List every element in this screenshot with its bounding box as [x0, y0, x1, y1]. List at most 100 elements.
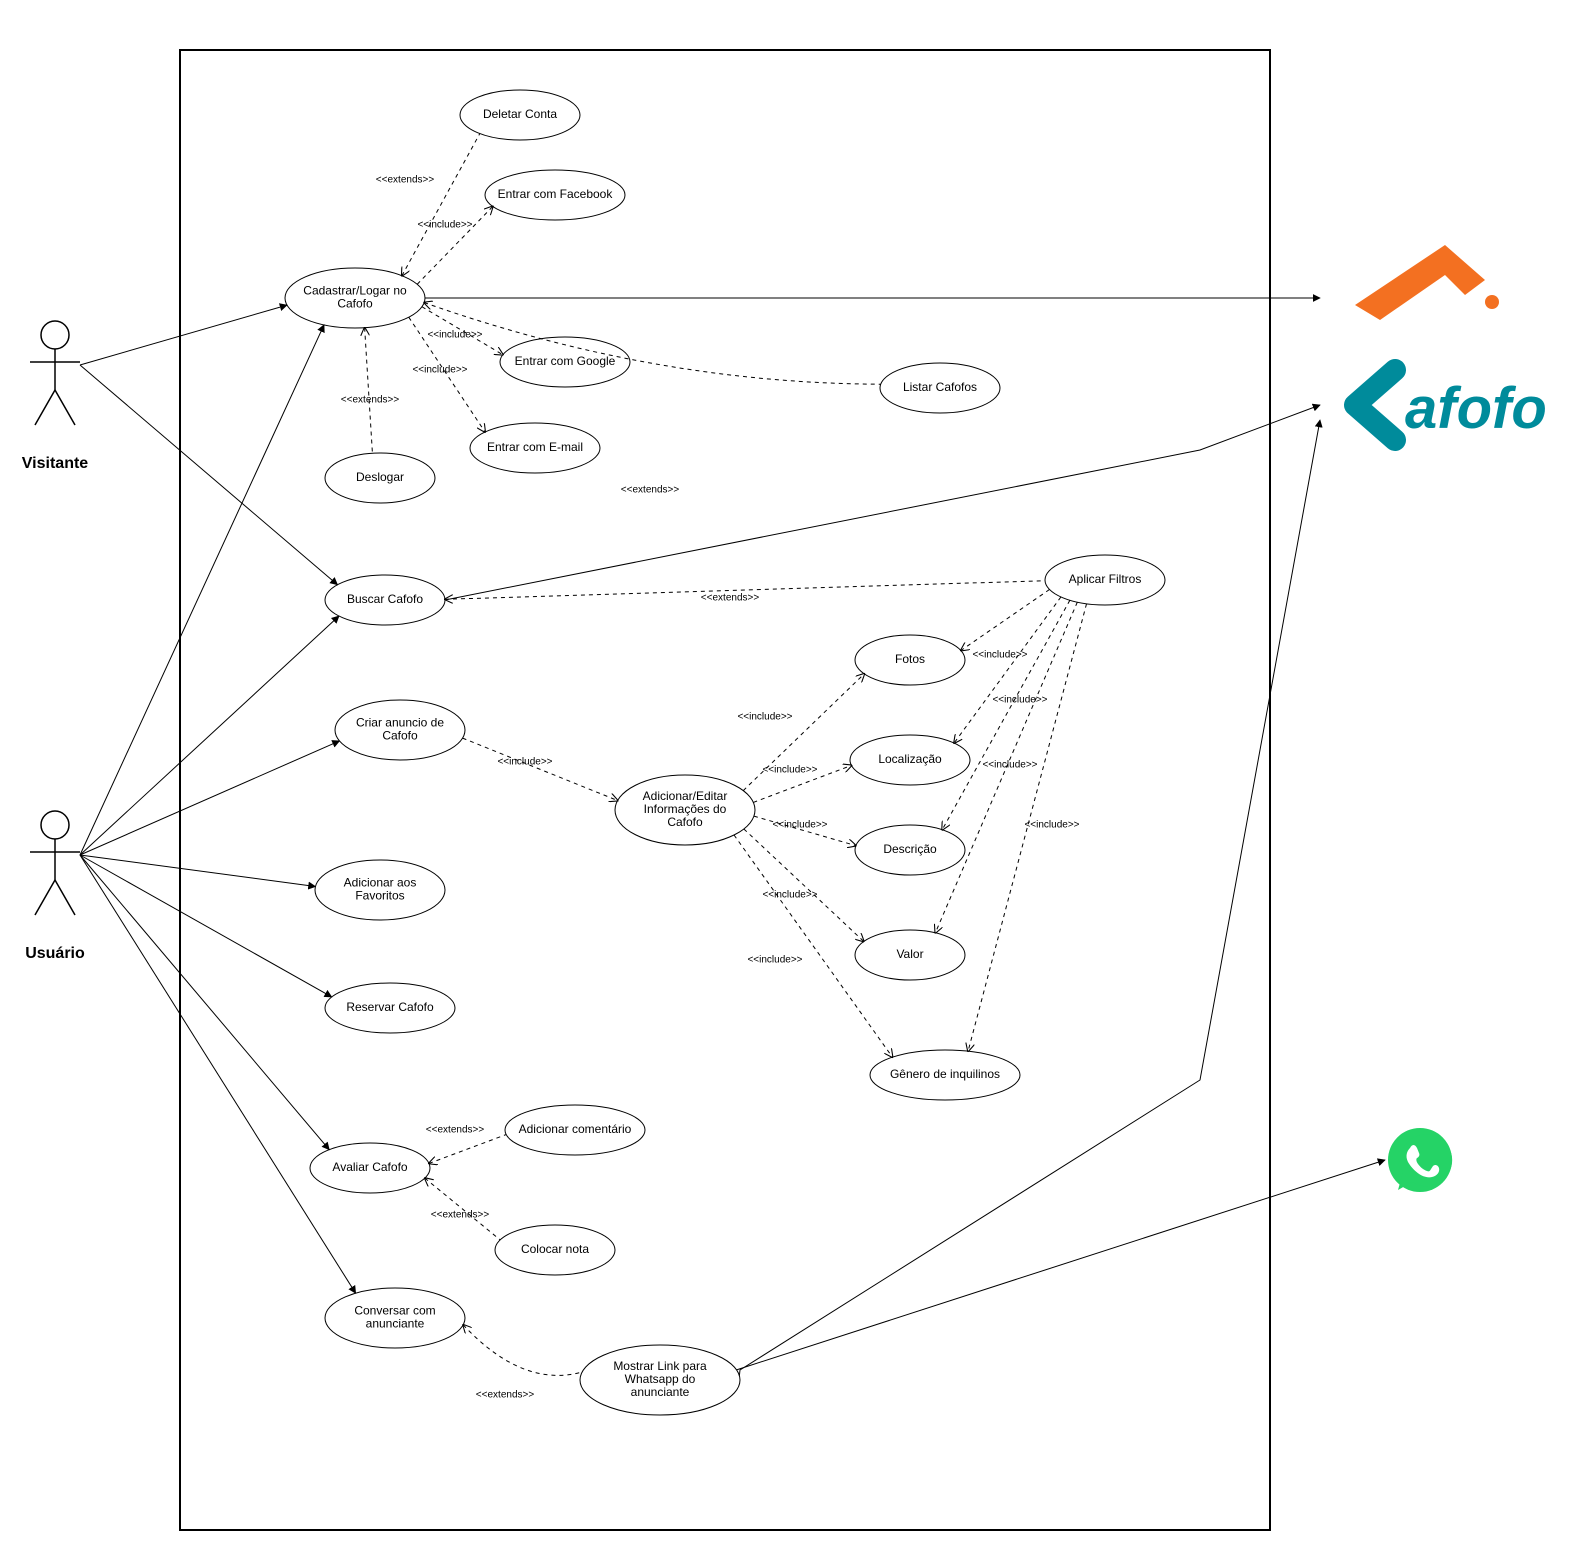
svg-text:Fotos: Fotos [895, 652, 925, 666]
usecase-adic_edit: Adicionar/EditarInformações doCafofoAdic… [580, 775, 790, 845]
dep-adic_edit-valor [744, 829, 864, 941]
svg-text:Buscar Cafofo: Buscar Cafofo [347, 592, 423, 606]
assoc-usuario-reservar [80, 855, 332, 997]
usecase-genero: Gênero de inquilinosGênero de inquilinos [870, 1050, 1020, 1100]
dep-filtros-fotos [961, 589, 1050, 650]
dep-filtros-descricao [942, 600, 1070, 829]
svg-text:Informações do: Informações do [644, 802, 727, 816]
svg-text:Adicionar/Editar: Adicionar/Editar [643, 789, 728, 803]
dep-label-6: <<extends>> [701, 593, 760, 604]
dep-label-7: <<include>> [497, 757, 552, 768]
dep-cadastrar-deslogar [365, 328, 373, 454]
dep-label-10: <<include>> [772, 820, 827, 831]
svg-text:Cafofo: Cafofo [382, 729, 418, 743]
usecase-deletar: Deletar ContaDeletar Conta [460, 90, 580, 140]
dep-label-13: <<include>> [972, 650, 1027, 661]
dep-label-19: <<extends>> [431, 1210, 490, 1221]
svg-text:Cafofo: Cafofo [337, 297, 373, 311]
svg-text:Visitante: Visitante [22, 455, 89, 472]
usecase-whatsapp_link: Mostrar Link paraWhatsapp doanuncianteMo… [545, 1345, 775, 1415]
dep-criar-adic_edit [463, 738, 618, 800]
actor-visitante: Visitante [22, 321, 89, 472]
usecase-avaliar: Avaliar CafofoAvaliar Cafofo [310, 1143, 430, 1193]
svg-text:anunciante: anunciante [631, 1385, 690, 1399]
svg-text:Entrar com Facebook: Entrar com Facebook [498, 187, 614, 201]
svg-text:Colocar nota: Colocar nota [521, 1242, 589, 1256]
usecase-criar: Criar anuncio deCafofoCriar anuncio de C… [335, 700, 465, 760]
usecase-email: Entrar com E-mailEntrar com E-mail [470, 423, 600, 473]
usecase-conversar: Conversar comanuncianteConversar com anu… [323, 1288, 467, 1348]
dep-label-2: <<include>> [427, 330, 482, 341]
usecase-fb: Entrar com FacebookEntrar com Facebook [485, 170, 625, 220]
assoc-usuario-conversar [80, 855, 356, 1293]
dep-label-12: <<include>> [747, 955, 802, 966]
svg-text:Cafofo: Cafofo [667, 815, 703, 829]
usecase-buscar: Buscar CafofoBuscar Cafofo [325, 575, 445, 625]
dep-conversar-whatsapp_link [463, 1325, 582, 1376]
svg-text:Conversar com: Conversar com [354, 1304, 435, 1318]
usecase-listar: Listar CafofosListar Cafofos [880, 363, 1000, 413]
usecase-cadastrar: Cadastrar/Logar noCafofoCadastrar/Logar … [284, 268, 426, 328]
svg-text:Criar anuncio de: Criar anuncio de [356, 716, 444, 730]
assoc-usuario-criar [80, 741, 339, 855]
actor-usuario: Usuário [25, 811, 85, 962]
svg-text:Listar Cafofos: Listar Cafofos [903, 380, 977, 394]
svg-text:Descrição: Descrição [883, 842, 937, 856]
svg-text:Whatsapp do: Whatsapp do [625, 1372, 696, 1386]
dep-label-4: <<extends>> [341, 395, 400, 406]
cafofo-logo-icon: afofo [1355, 245, 1547, 441]
assoc-usuario-favoritos [80, 855, 315, 887]
dep-label-1: <<include>> [417, 220, 472, 231]
svg-text:Cadastrar/Logar no: Cadastrar/Logar no [303, 284, 407, 298]
svg-text:Deletar Conta: Deletar Conta [483, 107, 557, 121]
dep-label-20: <<extends>> [476, 1390, 535, 1401]
dep-label-11: <<include>> [762, 890, 817, 901]
svg-text:Avaliar Cafofo: Avaliar Cafofo [332, 1160, 407, 1174]
dep-label-8: <<include>> [737, 712, 792, 723]
whatsapp-icon [1388, 1128, 1452, 1192]
svg-text:Gênero de inquilinos: Gênero de inquilinos [890, 1067, 1000, 1081]
usecase-nota: Colocar notaColocar nota [495, 1225, 615, 1275]
dep-label-14: <<include>> [992, 695, 1047, 706]
dep-label-18: <<extends>> [426, 1125, 485, 1136]
usecase-descricao: DescriçãoDescrição [855, 825, 965, 875]
usecase-localizacao: LocalizaçãoLocalização [850, 735, 970, 785]
dep-label-5: <<extends>> [621, 485, 680, 496]
dep-label-3: <<include>> [412, 365, 467, 376]
usecase-favoritos: Adicionar aosFavoritosAdicionar aos Favo… [315, 860, 445, 920]
svg-text:Favoritos: Favoritos [355, 889, 404, 903]
svg-text:afofo: afofo [1405, 376, 1547, 441]
svg-text:Localização: Localização [878, 752, 942, 766]
dep-label-15: <<include>> [982, 760, 1037, 771]
usecase-reservar: Reservar CafofoReservar Cafofo [325, 983, 455, 1033]
svg-text:Usuário: Usuário [25, 945, 85, 962]
usecase-valor: ValorValor [855, 930, 965, 980]
svg-text:Adicionar comentário: Adicionar comentário [519, 1122, 632, 1136]
usecase-comentario: Adicionar comentárioAdicionar comentário [505, 1105, 645, 1155]
dep-cadastrar-listar [424, 303, 881, 385]
usecase-fotos: FotosFotos [855, 635, 965, 685]
svg-text:Entrar com Google: Entrar com Google [515, 354, 616, 368]
assoc-usuario-buscar [80, 616, 339, 855]
usecase-filtros: Aplicar FiltrosAplicar Filtros [1045, 555, 1165, 605]
svg-text:Deslogar: Deslogar [356, 470, 404, 484]
dep-label-9: <<include>> [762, 765, 817, 776]
svg-text:Mostrar Link para: Mostrar Link para [613, 1359, 707, 1373]
system-link-whatsapp_link-2 [739, 420, 1320, 1376]
svg-text:Reservar Cafofo: Reservar Cafofo [346, 1000, 434, 1014]
assoc-usuario-cadastrar [80, 325, 324, 855]
dep-label-16: <<include>> [1024, 820, 1079, 831]
svg-text:Valor: Valor [896, 947, 923, 961]
dep-avaliar-comentario [429, 1135, 506, 1164]
svg-text:Aplicar Filtros: Aplicar Filtros [1069, 572, 1142, 586]
usecase-deslogar: DeslogarDeslogar [325, 453, 435, 503]
svg-text:anunciante: anunciante [366, 1317, 425, 1331]
dep-cadastrar-deletar [402, 134, 480, 276]
assoc-usuario-avaliar [80, 855, 329, 1150]
assoc-visitante-buscar [80, 365, 337, 585]
dep-label-0: <<extends>> [376, 175, 435, 186]
dep-cadastrar-fb [417, 206, 493, 284]
system-link-whatsapp_link-3 [737, 1160, 1385, 1370]
svg-text:Entrar com E-mail: Entrar com E-mail [487, 440, 583, 454]
svg-text:Adicionar aos: Adicionar aos [344, 876, 417, 890]
